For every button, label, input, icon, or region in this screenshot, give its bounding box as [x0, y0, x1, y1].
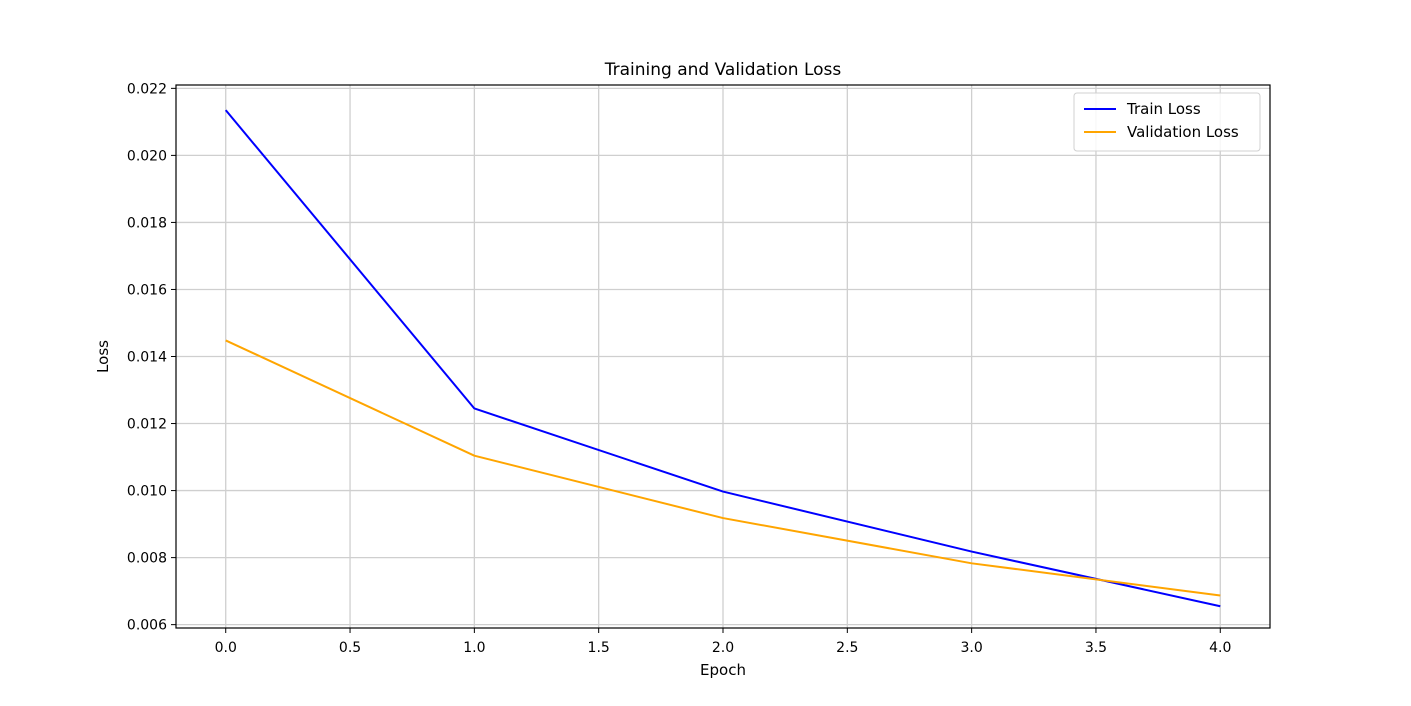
x-tick-label: 4.0 — [1209, 640, 1231, 656]
y-tick-label: 0.012 — [127, 417, 167, 433]
tick-layer: 0.0 0.5 1.0 1.5 2.0 2.5 3.0 3.5 4.0 0.006 0.008 0.0… — [127, 81, 1231, 656]
y-axis-label: Loss — [94, 340, 112, 373]
series-line-0 — [224, 109, 1221, 608]
x-axis-label: Epoch — [700, 661, 746, 679]
x-tick-label: 3.5 — [1085, 640, 1107, 656]
x-tick-label: 0.0 — [215, 640, 237, 656]
y-tick-label: 0.008 — [127, 551, 167, 567]
x-tick-label: 2.0 — [712, 640, 734, 656]
legend: Train Loss Validation Loss — [1073, 92, 1261, 152]
x-tick-label: 3.0 — [961, 640, 983, 656]
series-line-1 — [225, 339, 1221, 597]
y-tick-label: 0.010 — [127, 484, 167, 500]
y-tick-label: 0.022 — [127, 81, 167, 97]
chart-title: Training and Validation Loss — [604, 60, 842, 80]
x-tick-label: 1.5 — [588, 640, 610, 656]
x-tick-label: 2.5 — [836, 640, 858, 656]
legend-box — [1073, 92, 1261, 152]
y-tick-label: 0.018 — [127, 215, 167, 231]
x-tick-label: 0.5 — [339, 640, 361, 656]
y-tick-label: 0.006 — [127, 618, 167, 634]
legend-label: Validation Loss — [1127, 123, 1239, 141]
x-tick-label: 1.0 — [463, 640, 485, 656]
legend-label: Train Loss — [1126, 100, 1201, 118]
y-tick-label: 0.020 — [127, 148, 167, 164]
grid-layer — [176, 85, 1270, 628]
y-tick-label: 0.016 — [127, 282, 167, 298]
series-layer — [224, 109, 1221, 608]
y-tick-label: 0.014 — [127, 350, 167, 366]
